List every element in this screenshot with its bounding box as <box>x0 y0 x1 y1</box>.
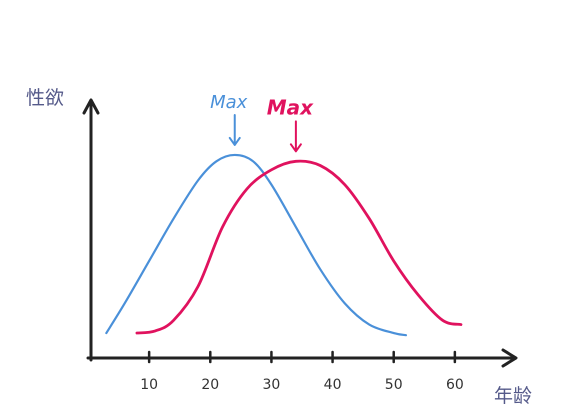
x-tick-label: 30 <box>263 377 281 393</box>
x-tick-label: 60 <box>446 377 464 393</box>
series-1-max-label: Max <box>210 92 248 113</box>
x-tick-label: 40 <box>324 377 342 393</box>
curves <box>105 153 463 337</box>
y-axis-arrowhead <box>82 98 100 115</box>
x-tick-label: 20 <box>201 377 219 393</box>
series-2-max-label: Max <box>267 95 314 119</box>
y-axis-label: 性欲 <box>26 87 64 109</box>
series-1-curve <box>105 153 408 337</box>
series-2-max-arrow <box>289 120 302 153</box>
x-axis-label: 年龄 <box>494 385 532 407</box>
annotations: Max Max <box>210 92 314 153</box>
tick-labels: 10 20 30 40 50 60 <box>140 377 464 393</box>
x-tick-label: 10 <box>140 377 158 393</box>
x-tick-label: 50 <box>385 377 403 393</box>
axes <box>82 98 518 368</box>
series-1-max-arrow <box>228 113 241 146</box>
x-axis-arrowhead <box>501 348 518 368</box>
tick-marks <box>147 350 457 364</box>
series-2-curve <box>135 159 463 335</box>
